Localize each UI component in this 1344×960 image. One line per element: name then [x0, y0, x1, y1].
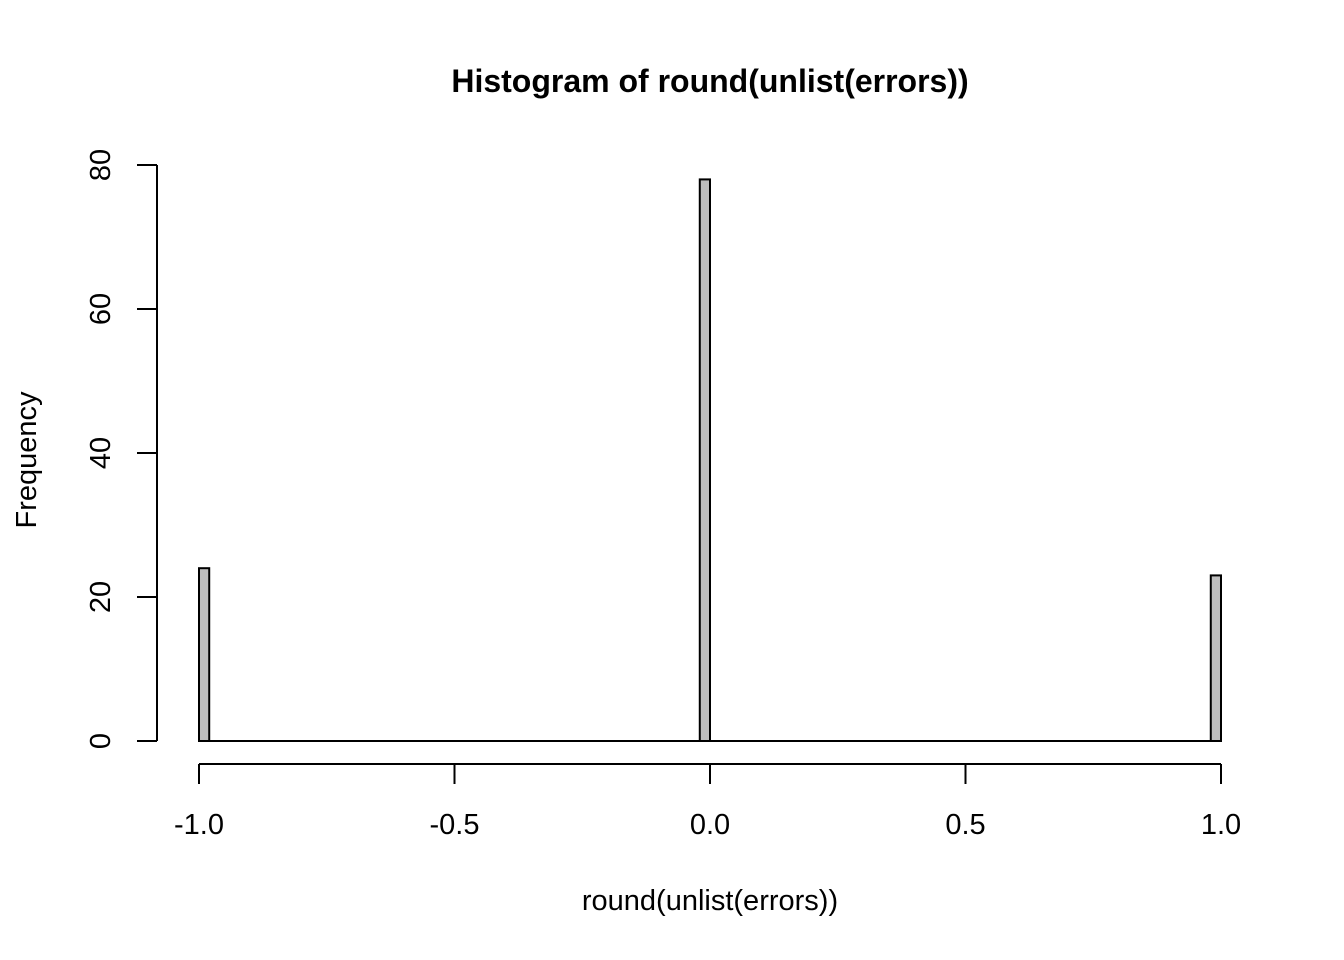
histogram-bar	[198, 567, 211, 743]
y-tick-label: 80	[85, 149, 117, 181]
x-axis-label: round(unlist(errors))	[582, 885, 838, 917]
histogram-bar	[1209, 574, 1223, 743]
y-tick-label: 20	[85, 581, 117, 613]
y-axis: 0 20 40 60 80	[85, 149, 158, 749]
x-axis: -1.0 -0.5 0.0 0.5 1.0	[174, 763, 1241, 841]
y-tick-label: 0	[85, 733, 117, 749]
x-tick-label: -0.5	[430, 809, 480, 841]
bars-group	[198, 178, 1223, 743]
x-tick-label: 0.0	[690, 809, 730, 841]
histogram-bar	[698, 178, 712, 742]
x-tick-label: 1.0	[1201, 809, 1241, 841]
chart-title: Histogram of round(unlist(errors))	[451, 63, 968, 99]
y-tick-label: 40	[85, 437, 117, 469]
x-tick-label: 0.5	[945, 809, 985, 841]
x-tick-label: -1.0	[174, 809, 224, 841]
y-axis-label: Frequency	[11, 391, 43, 529]
y-tick-label: 60	[85, 293, 117, 325]
